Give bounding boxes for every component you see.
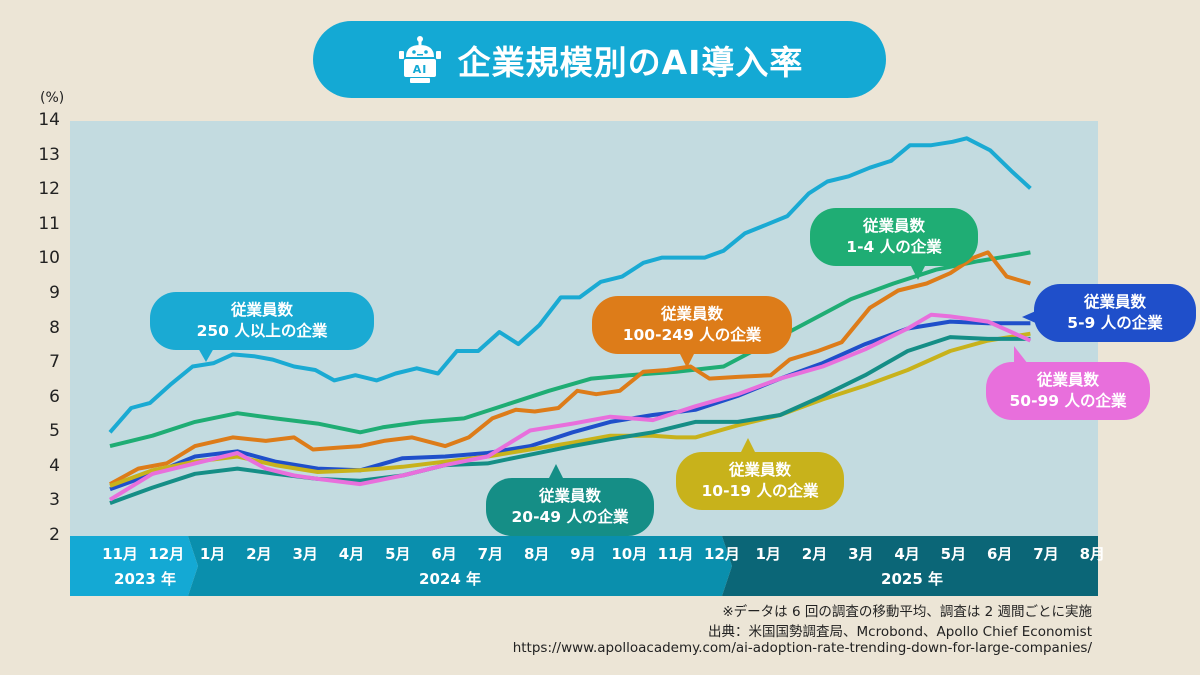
callout-100-249: 従業員数 100-249 人の企業	[592, 296, 792, 368]
x-tick-label: 12月	[703, 545, 740, 563]
callout-line-1: 従業員数	[538, 487, 601, 505]
x-tick-label: 11月	[657, 545, 694, 563]
callout-line-2: 20-49 人の企業	[511, 508, 629, 526]
x-tick-label: 3月	[848, 545, 874, 563]
x-tick-label: 2月	[801, 545, 828, 563]
x-tick-label: 6月	[986, 545, 1013, 563]
y-tick-label: 3	[49, 490, 60, 511]
x-tick-label: 3月	[292, 545, 318, 563]
y-tick-label: 7	[49, 352, 60, 373]
x-tick-label: 1月	[199, 545, 226, 563]
x-tick-label: 7月	[477, 545, 504, 563]
y-axis-unit-label: (%)	[40, 90, 65, 106]
callout-line-2: 50-99 人の企業	[1009, 392, 1127, 410]
callout-line-1: 従業員数	[1036, 371, 1099, 389]
svg-text:AI: AI	[412, 63, 427, 76]
series-line-1	[109, 250, 1031, 449]
callout-line-1: 従業員数	[230, 301, 293, 319]
x-tick-label: 12月	[148, 545, 185, 563]
callout-line-1: 従業員数	[862, 217, 925, 235]
x-axis-band-2025	[722, 536, 1098, 596]
callout-line-2: 10-19 人の企業	[701, 482, 819, 500]
callout-1-4: 従業員数 1-4 人の企業	[810, 208, 978, 280]
y-tick-label: 13	[38, 144, 60, 165]
series-line-3	[109, 319, 1031, 492]
x-axis-band	[70, 536, 1098, 596]
y-tick-label: 6	[49, 386, 60, 407]
series-line-4	[109, 331, 1031, 488]
y-tick-label: 14	[38, 110, 60, 130]
x-tick-label: 5月	[385, 545, 411, 563]
x-tick-label: 10月	[611, 545, 648, 563]
series-lines	[108, 136, 1032, 505]
robot-ai-icon: AI	[398, 35, 441, 83]
x-year-label: 2023 年	[114, 570, 176, 588]
callout-20-49: 従業員数 20-49 人の企業	[486, 464, 654, 536]
y-tick-label: 4	[49, 455, 60, 476]
x-year-label: 2024 年	[419, 570, 481, 588]
series-line-0	[108, 136, 1032, 434]
x-axis-band-2023	[70, 536, 198, 596]
x-axis-band-2024	[188, 536, 732, 596]
x-tick-label: 11月	[102, 545, 138, 563]
series-line-6	[108, 312, 1032, 502]
x-tick-label: 1月	[755, 545, 781, 563]
footnote-method: ※データは 6 回の調査の移動平均、調査は 2 週間ごとに実施	[722, 604, 1092, 620]
x-tick-label: 4月	[894, 545, 920, 563]
chart-title-banner: AI 企業規模別のAI導入率	[313, 21, 886, 98]
x-tick-label: 6月	[431, 545, 457, 563]
callout-10-19: 従業員数 10-19 人の企業	[676, 438, 844, 510]
callout-5-9: 従業員数 5-9 人の企業	[1022, 284, 1196, 342]
callout-250-plus: 従業員数 250 人以上の企業	[150, 292, 374, 362]
y-tick-label: 8	[49, 317, 60, 338]
x-tick-label: 5月	[940, 545, 967, 563]
callout-line-2: 5-9 人の企業	[1067, 314, 1163, 332]
series-line-5	[109, 335, 1031, 505]
footnote-source: 出典：米国国勢調査局、Mcrobond、Apollo Chief Economi…	[708, 624, 1092, 640]
callout-line-2: 250 人以上の企業	[196, 322, 328, 340]
callout-line-1: 従業員数	[728, 461, 791, 479]
callout-line-2: 1-4 人の企業	[846, 238, 942, 256]
y-tick-label: 9	[49, 282, 60, 303]
x-tick-label: 4月	[338, 545, 365, 563]
x-tick-label: 7月	[1033, 545, 1059, 563]
y-tick-label: 11	[38, 213, 60, 234]
x-year-label: 2025 年	[881, 570, 943, 588]
x-tick-label: 2月	[246, 545, 272, 563]
callout-line-1: 従業員数	[660, 305, 723, 323]
x-tick-label: 8月	[523, 545, 550, 563]
y-tick-label: 10	[38, 248, 60, 269]
series-line-2	[109, 250, 1031, 486]
chart-title: 企業規模別のAI導入率	[457, 42, 804, 82]
callout-line-1: 従業員数	[1083, 293, 1146, 311]
callout-50-99: 従業員数 50-99 人の企業	[986, 346, 1150, 420]
x-tick-label: 9月	[570, 545, 596, 563]
y-tick-label: 12	[38, 179, 60, 200]
callout-line-2: 100-249 人の企業	[622, 326, 762, 344]
footnote-url[interactable]: https://www.apolloacademy.com/ai-adoptio…	[512, 640, 1092, 656]
x-tick-label: 8月	[1079, 545, 1106, 563]
y-tick-label: 5	[49, 421, 60, 442]
y-tick-label: 2	[49, 525, 60, 545]
